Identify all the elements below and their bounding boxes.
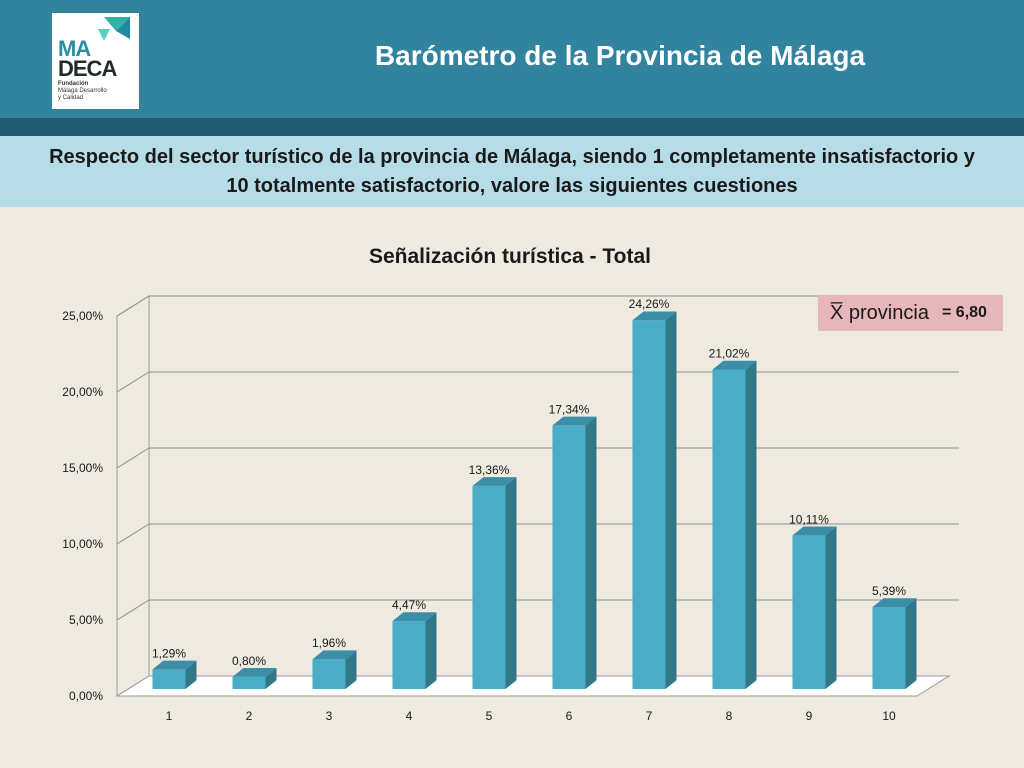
- data-label: 10,11%: [789, 512, 829, 526]
- data-label: 24,26%: [629, 297, 670, 311]
- logo-text-fundacion: Fundación: [58, 81, 89, 87]
- bar-top: [392, 612, 437, 622]
- bar: [712, 369, 746, 689]
- bar: [232, 676, 266, 689]
- x-tick-label: 4: [406, 709, 413, 723]
- bar-side: [665, 311, 677, 689]
- bar-top: [872, 598, 917, 608]
- x-tick-label: 1: [166, 709, 173, 723]
- x-tick-label: 8: [726, 709, 733, 723]
- bar-top: [312, 650, 357, 660]
- mean-label: X̅ provincia: [830, 302, 929, 324]
- y-tick-label: 20,00%: [62, 385, 103, 399]
- bar: [552, 425, 586, 689]
- x-tick-label: 2: [246, 709, 253, 723]
- bar: [152, 669, 186, 689]
- bar: [392, 621, 426, 689]
- bar-side: [265, 668, 277, 689]
- bar-top: [232, 668, 277, 677]
- page-title: Barómetro de la Provincia de Málaga: [374, 40, 866, 71]
- x-tick-label: 7: [646, 709, 653, 723]
- chart-title: Señalización turística - Total: [368, 245, 651, 268]
- logo-text-line3: y Calidad: [58, 95, 84, 101]
- y-tick-label: 10,00%: [62, 537, 103, 551]
- logo-mark-icon: [98, 17, 130, 41]
- data-label: 1,29%: [152, 646, 186, 660]
- bar-side: [905, 598, 917, 689]
- bar: [792, 535, 826, 689]
- bar-top: [632, 311, 677, 321]
- data-label: 13,36%: [469, 463, 510, 477]
- data-label: 4,47%: [392, 598, 426, 612]
- madeca-logo: MA DECA Fundación Málaga Desarrollo y Ca…: [52, 13, 139, 109]
- bar-top: [552, 416, 597, 426]
- logo-text-deca: DECA: [58, 56, 117, 81]
- gridline-diag: [116, 599, 150, 621]
- x-tick-label: 3: [326, 709, 333, 723]
- x-tick-label: 10: [882, 709, 896, 723]
- gridline-diag: [116, 523, 150, 545]
- bar: [472, 485, 506, 689]
- gridline-diag: [116, 447, 150, 469]
- y-tick-label: 15,00%: [62, 461, 103, 475]
- x-tick-label: 9: [806, 709, 813, 723]
- bar-side: [505, 477, 517, 689]
- bar-side: [585, 416, 597, 689]
- bar: [312, 659, 346, 689]
- gridline-diag: [116, 371, 150, 393]
- left-wall: [116, 295, 150, 697]
- y-tick-label: 25,00%: [62, 309, 103, 323]
- data-label: 17,34%: [549, 402, 590, 416]
- data-label: 5,39%: [872, 584, 906, 598]
- bar-top: [712, 360, 757, 370]
- x-tick-label: 5: [486, 709, 493, 723]
- logo-text-line2: Málaga Desarrollo: [58, 88, 107, 94]
- question-text: Respecto del sector turístico de la prov…: [49, 146, 975, 197]
- bar-top: [792, 526, 837, 536]
- bar-side: [345, 650, 357, 689]
- subtitle-band: [0, 136, 1024, 207]
- bar: [632, 320, 666, 689]
- bar-side: [185, 660, 197, 689]
- bar-top: [152, 660, 197, 670]
- mean-badge: X̅ provincia = 6,80: [818, 295, 1003, 331]
- data-label: 0,80%: [232, 654, 266, 668]
- logo-text-ma: MA: [58, 36, 91, 61]
- gridline-diag: [116, 295, 150, 317]
- header-band: [0, 118, 1024, 136]
- bar: [872, 607, 906, 689]
- bar-side: [745, 360, 757, 689]
- mean-value: = 6,80: [942, 304, 987, 321]
- data-label: 21,02%: [709, 346, 750, 360]
- x-tick-label: 6: [566, 709, 573, 723]
- header-bar: [0, 0, 1024, 118]
- data-label: 1,96%: [312, 636, 346, 650]
- bar-top: [472, 477, 517, 486]
- y-tick-label: 5,00%: [69, 613, 103, 627]
- y-tick-label: 0,00%: [69, 689, 103, 703]
- bar-side: [825, 526, 837, 689]
- bar-side: [425, 612, 437, 689]
